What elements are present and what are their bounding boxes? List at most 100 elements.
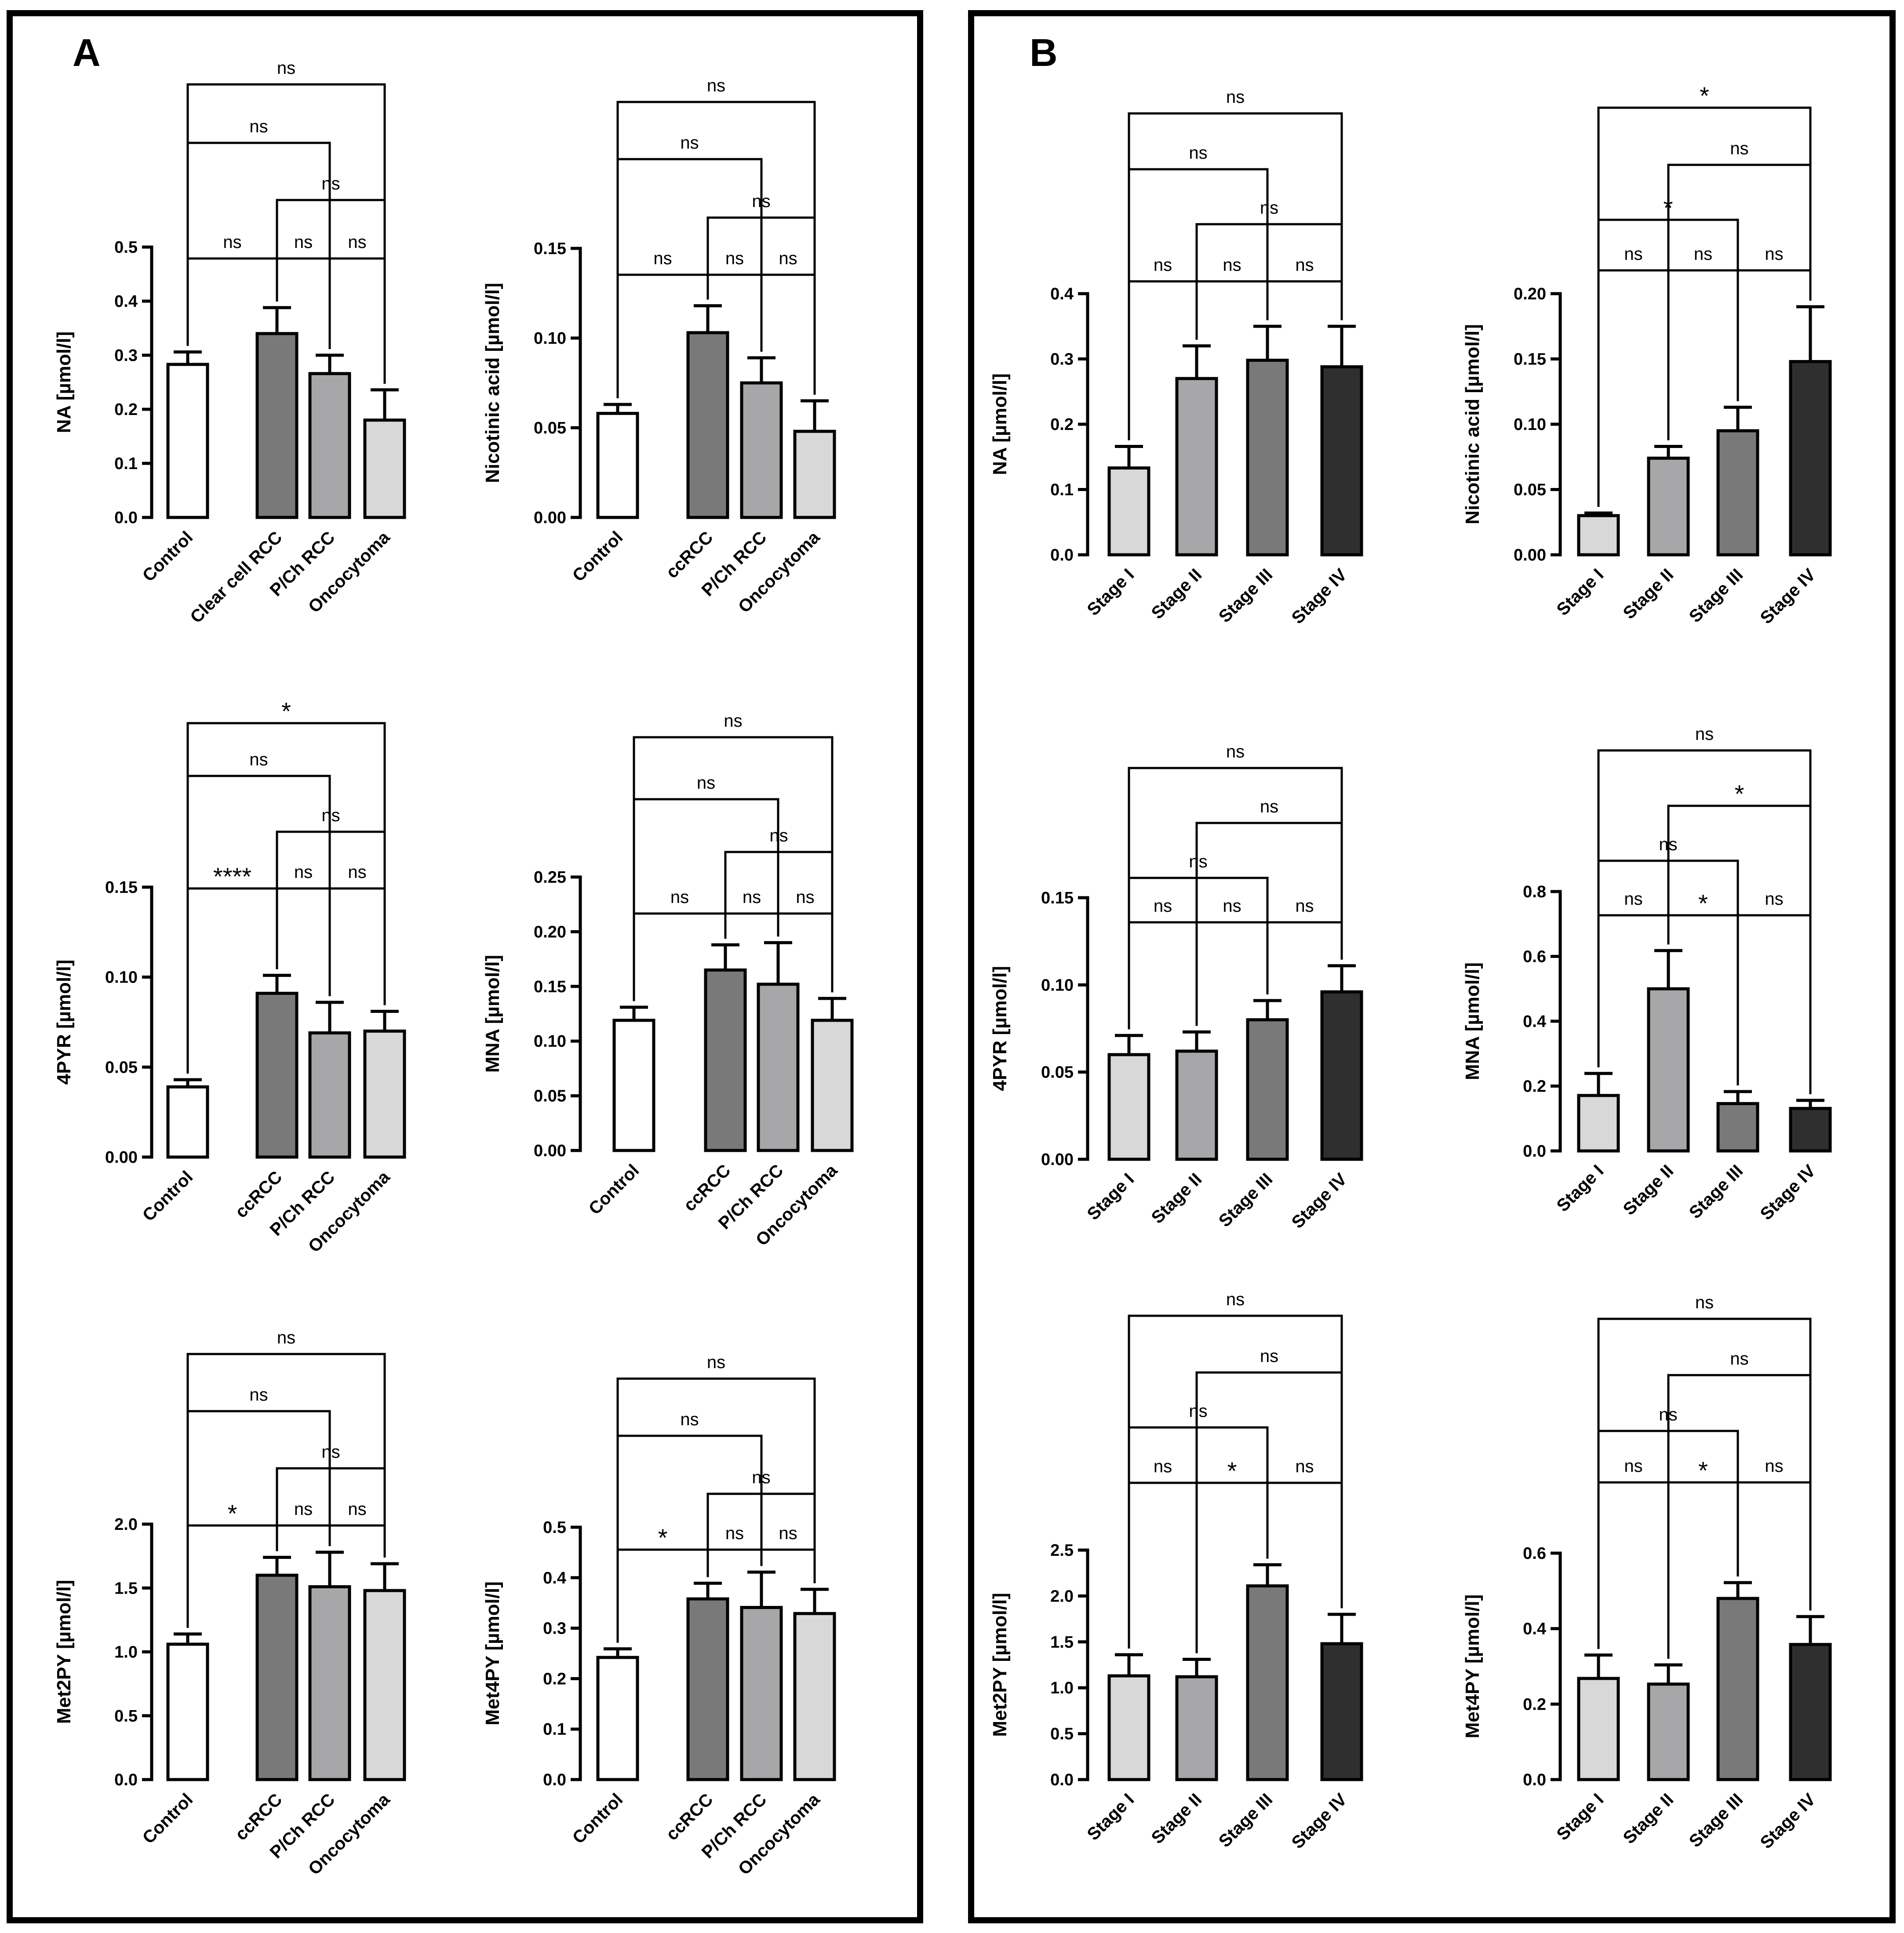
bar (1320, 990, 1363, 1161)
y-tick-label: 0.0 (114, 509, 138, 527)
significance-label: ns (1730, 1349, 1748, 1369)
y-tick-label: 0.5 (114, 1707, 138, 1726)
significance-label: ns (1154, 1457, 1172, 1476)
significance-bracket (1128, 767, 1343, 1030)
significance-label: * (1227, 1457, 1237, 1485)
significance-label: ns (1154, 896, 1172, 916)
y-tick-label: 0.1 (1050, 481, 1074, 499)
y-axis-label: Met2PY [µmol/l] (53, 1580, 75, 1724)
y-tick-label: 0.2 (1523, 1695, 1546, 1714)
significance-bracket (276, 1524, 331, 1551)
panel-a-label: A (73, 31, 101, 74)
x-tick-label: Stage II (1148, 565, 1206, 623)
x-tick-label: Stage III (1215, 565, 1277, 626)
y-tick-label: 0.4 (1523, 1012, 1546, 1031)
bar (1246, 1584, 1289, 1781)
y-tick-label: 0.0 (1523, 1142, 1546, 1161)
significance-label: ns (1624, 1456, 1642, 1476)
bar (1789, 1107, 1832, 1153)
significance-bracket (760, 1548, 816, 1584)
y-tick-label: 0.15 (105, 878, 138, 897)
y-axis-label: MNA [µmol/l] (482, 955, 503, 1073)
y-tick-label: 0.4 (114, 292, 138, 311)
significance-label: ns (670, 888, 689, 907)
x-tick-label: Control (139, 1790, 197, 1848)
bar (704, 968, 747, 1152)
significance-label: ns (277, 58, 295, 78)
x-tick-label: Stage IV (1288, 565, 1351, 628)
y-tick-label: 0.05 (105, 1058, 138, 1077)
significance-bracket (1597, 749, 1812, 1094)
chart-8: 0.00 0.05 0.10 0.15 0.20 Nicotinic acid [µmol… (1462, 82, 1832, 628)
significance-label: ns (1295, 896, 1314, 916)
significance-label: ns (1226, 1290, 1245, 1309)
y-tick-label: 0.4 (543, 1569, 566, 1587)
significance-label: **** (213, 863, 251, 890)
x-tick-label: Control (139, 528, 197, 586)
significance-label: ns (294, 863, 313, 882)
bar (757, 983, 800, 1152)
bar (1320, 1642, 1363, 1781)
x-tick-label: ccRCC (663, 528, 717, 582)
significance-label: * (281, 697, 291, 725)
significance-label: ns (1695, 1293, 1714, 1312)
bar (612, 1019, 655, 1152)
y-tick-label: 0.3 (1050, 350, 1074, 369)
y-tick-label: 2.0 (114, 1515, 138, 1534)
y-tick-label: 0.05 (534, 1087, 566, 1106)
significance-bracket (186, 722, 386, 1074)
x-tick-label: ccRCC (663, 1790, 717, 1844)
y-tick-label: 0.10 (1514, 415, 1546, 434)
x-tick-label: Stage II (1148, 1169, 1206, 1227)
significance-label: ns (1765, 244, 1783, 264)
y-tick-label: 0.1 (543, 1720, 566, 1739)
y-tick-label: 0.5 (1050, 1725, 1074, 1744)
y-tick-label: 0.3 (543, 1620, 566, 1638)
bar (686, 331, 729, 519)
x-tick-label: Stage II (1620, 565, 1678, 623)
charts-layer: 0.00.10.20.30.40.5NA [µmol/l]ControlClea… (53, 58, 1832, 1879)
significance-label: ns (1226, 742, 1245, 761)
x-tick-label: ccRCC (232, 1167, 286, 1222)
bar (308, 1585, 351, 1781)
significance-label: ns (779, 249, 797, 268)
y-tick-label: 0.6 (1523, 1544, 1546, 1563)
y-tick-label: 0.1 (114, 455, 138, 473)
significance-label: ns (348, 233, 366, 252)
y-tick-label: 0.00 (105, 1148, 138, 1167)
significance-bracket (1195, 822, 1343, 1026)
significance-label: ns (680, 1410, 699, 1429)
significance-bracket (1266, 921, 1343, 995)
bar (1716, 1597, 1759, 1781)
significance-label: ns (1765, 889, 1783, 909)
chart-4: 0.00 0.05 0.10 0.15 0.20 0.25 MNA [µmol/l] Cont… (482, 711, 854, 1250)
significance-label: ns (1189, 852, 1207, 871)
significance-label: ns (796, 888, 814, 907)
y-tick-label: 0.0 (114, 1771, 138, 1789)
significance-label: * (658, 1524, 668, 1551)
y-tick-label: 0.2 (1050, 415, 1074, 434)
y-axis-label: Nicotinic acid [µmol/l] (1462, 324, 1483, 524)
significance-label: ns (1765, 1456, 1783, 1476)
significance-bracket (1128, 1482, 1198, 1653)
x-tick-label: Stage II (1620, 1790, 1678, 1848)
y-tick-label: 0.05 (1041, 1063, 1074, 1082)
chart-3: 0.00 0.05 0.10 0.15 4PYR [µmol/l] Control ccRC… (53, 697, 406, 1256)
bar (166, 1642, 209, 1781)
x-tick-label: Stage I (1553, 1161, 1608, 1216)
significance-label: ns (249, 750, 268, 769)
y-tick-label: 0.05 (534, 419, 566, 437)
y-tick-label: 1.0 (1050, 1679, 1074, 1697)
bar (1175, 377, 1218, 557)
significance-label: ns (680, 133, 699, 153)
bar (1175, 1049, 1218, 1161)
bar (255, 1573, 299, 1781)
significance-bracket (616, 1377, 816, 1643)
bar (1107, 1674, 1150, 1781)
significance-label: ns (1226, 87, 1245, 107)
y-tick-label: 0.00 (1514, 546, 1546, 564)
y-tick-label: 0.5 (543, 1518, 566, 1537)
